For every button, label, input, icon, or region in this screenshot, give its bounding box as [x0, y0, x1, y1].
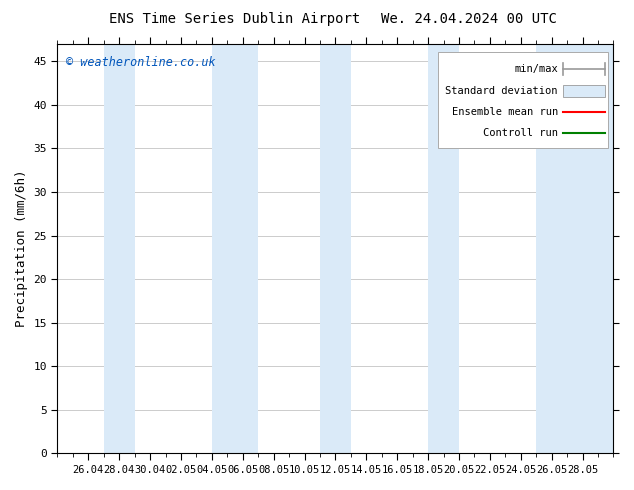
Text: ENS Time Series Dublin Airport: ENS Time Series Dublin Airport [109, 12, 360, 26]
Text: min/max: min/max [514, 64, 558, 74]
Bar [104, 44, 134, 453]
FancyBboxPatch shape [564, 85, 605, 97]
Text: © weatheronline.co.uk: © weatheronline.co.uk [66, 56, 216, 69]
Bar [536, 44, 614, 453]
Y-axis label: Precipitation (mm/6h): Precipitation (mm/6h) [15, 170, 28, 327]
Text: Standard deviation: Standard deviation [445, 86, 558, 96]
Bar [428, 44, 459, 453]
Text: We. 24.04.2024 00 UTC: We. 24.04.2024 00 UTC [381, 12, 557, 26]
Bar [212, 44, 258, 453]
FancyBboxPatch shape [438, 52, 608, 148]
Bar [320, 44, 351, 453]
Text: Ensemble mean run: Ensemble mean run [451, 107, 558, 117]
Text: Controll run: Controll run [483, 128, 558, 138]
